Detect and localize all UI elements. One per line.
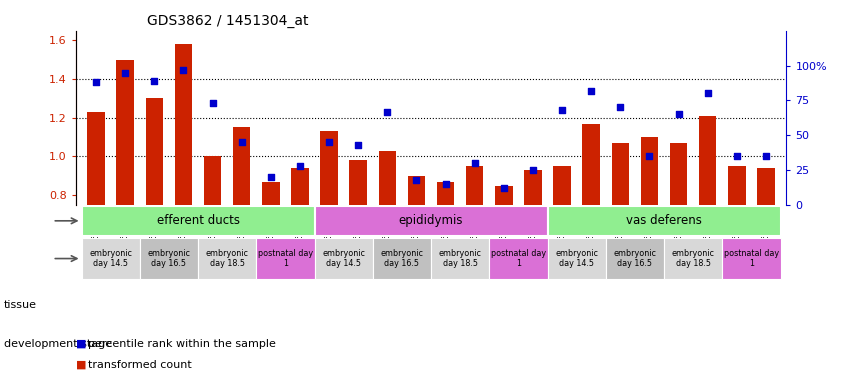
Bar: [175, 44, 193, 350]
Bar: [145, 98, 163, 350]
Point: [643, 153, 656, 159]
Point: [322, 139, 336, 145]
Text: efferent ducts: efferent ducts: [156, 214, 240, 227]
Bar: [728, 166, 746, 350]
Text: postnatal day
1: postnatal day 1: [491, 249, 546, 268]
FancyBboxPatch shape: [664, 238, 722, 280]
Bar: [204, 157, 221, 350]
FancyBboxPatch shape: [315, 238, 373, 280]
Bar: [553, 166, 571, 350]
Point: [264, 174, 278, 180]
Point: [148, 78, 161, 84]
Point: [555, 107, 569, 113]
Bar: [524, 170, 542, 350]
Point: [235, 139, 248, 145]
Text: embryonic
day 16.5: embryonic day 16.5: [380, 249, 423, 268]
Bar: [757, 168, 775, 350]
Point: [352, 142, 365, 148]
FancyBboxPatch shape: [431, 238, 489, 280]
FancyBboxPatch shape: [547, 206, 780, 235]
FancyBboxPatch shape: [373, 238, 431, 280]
Bar: [291, 168, 309, 350]
Bar: [583, 124, 600, 350]
Text: embryonic
day 16.5: embryonic day 16.5: [147, 249, 190, 268]
Bar: [699, 116, 717, 350]
Point: [381, 108, 394, 114]
Text: embryonic
day 18.5: embryonic day 18.5: [206, 249, 249, 268]
Point: [439, 181, 452, 187]
Bar: [378, 151, 396, 350]
Text: embryonic
day 14.5: embryonic day 14.5: [322, 249, 365, 268]
FancyBboxPatch shape: [315, 206, 547, 235]
Point: [206, 100, 220, 106]
Point: [526, 167, 540, 173]
Text: ■: ■: [76, 339, 90, 349]
FancyBboxPatch shape: [140, 238, 198, 280]
Point: [468, 160, 481, 166]
FancyBboxPatch shape: [82, 238, 140, 280]
Text: embryonic
day 14.5: embryonic day 14.5: [89, 249, 132, 268]
Text: postnatal day
1: postnatal day 1: [258, 249, 313, 268]
Text: embryonic
day 18.5: embryonic day 18.5: [672, 249, 715, 268]
Point: [177, 67, 190, 73]
Text: tissue: tissue: [4, 300, 37, 310]
Point: [119, 70, 132, 76]
Point: [584, 88, 598, 94]
FancyBboxPatch shape: [82, 206, 315, 235]
Bar: [641, 137, 659, 350]
Text: vas deferens: vas deferens: [626, 214, 702, 227]
Bar: [669, 143, 687, 350]
FancyBboxPatch shape: [547, 238, 606, 280]
FancyBboxPatch shape: [722, 238, 780, 280]
Text: development stage: development stage: [4, 339, 113, 349]
Point: [89, 79, 103, 85]
Text: postnatal day
1: postnatal day 1: [724, 249, 779, 268]
Bar: [350, 161, 367, 350]
FancyBboxPatch shape: [606, 238, 664, 280]
Point: [730, 153, 743, 159]
Bar: [495, 185, 512, 350]
Text: ■: ■: [76, 360, 90, 370]
Bar: [466, 166, 484, 350]
Point: [701, 90, 714, 96]
Text: transformed count: transformed count: [88, 360, 192, 370]
Bar: [436, 182, 454, 350]
Point: [614, 104, 627, 111]
Point: [497, 185, 510, 191]
Bar: [408, 176, 426, 350]
FancyBboxPatch shape: [257, 238, 315, 280]
Text: GDS3862 / 1451304_at: GDS3862 / 1451304_at: [146, 14, 309, 28]
Text: embryonic
day 16.5: embryonic day 16.5: [613, 249, 656, 268]
Bar: [611, 143, 629, 350]
FancyBboxPatch shape: [198, 238, 257, 280]
Point: [672, 111, 685, 118]
FancyBboxPatch shape: [489, 238, 547, 280]
Text: epididymis: epididymis: [399, 214, 463, 227]
Point: [410, 177, 423, 183]
Text: embryonic
day 18.5: embryonic day 18.5: [439, 249, 482, 268]
Point: [294, 163, 307, 169]
Point: [759, 153, 773, 159]
Text: embryonic
day 14.5: embryonic day 14.5: [555, 249, 598, 268]
Bar: [233, 127, 251, 350]
Bar: [87, 112, 105, 350]
Text: percentile rank within the sample: percentile rank within the sample: [88, 339, 276, 349]
Bar: [116, 60, 134, 350]
Bar: [320, 131, 338, 350]
Bar: [262, 182, 279, 350]
